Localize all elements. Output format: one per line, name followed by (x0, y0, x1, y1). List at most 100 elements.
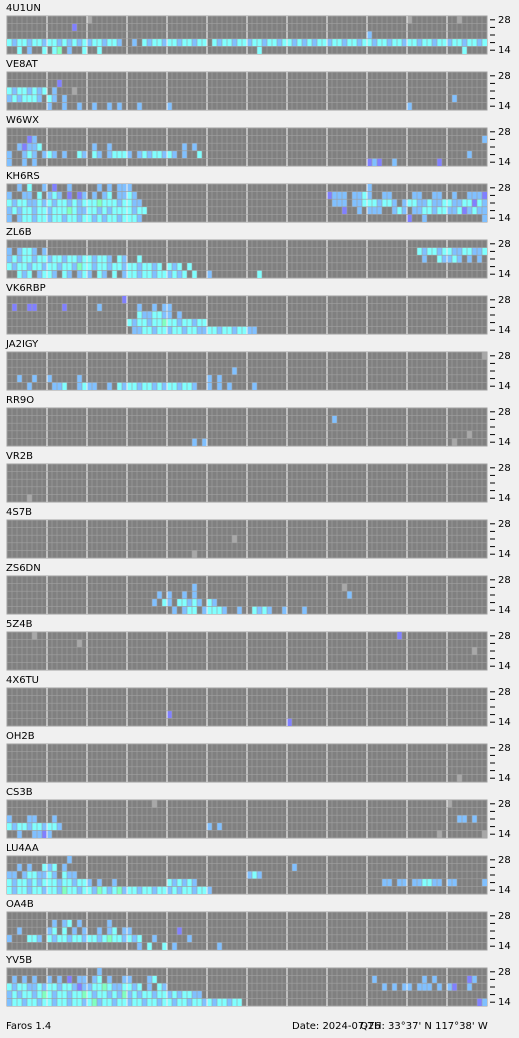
signal-cell (22, 199, 27, 207)
signal-cell (32, 871, 37, 879)
signal-cell (172, 878, 177, 887)
signal-cell (7, 191, 12, 200)
signal-cell (122, 927, 127, 935)
signal-cell (22, 94, 27, 103)
signal-cell (407, 199, 412, 207)
signal-cell (182, 38, 187, 47)
band-label-top: 28 (498, 855, 511, 866)
signal-cell (42, 150, 47, 159)
signal-cell (22, 998, 27, 1006)
signal-cell (437, 199, 442, 207)
signal-cell (57, 199, 62, 207)
signal-cell (92, 934, 97, 943)
signal-cell (57, 262, 62, 271)
signal-cell (77, 255, 82, 263)
signal-cell (207, 822, 212, 831)
signal-cell (462, 46, 467, 54)
signal-cell (62, 214, 67, 222)
signal-cell (232, 535, 237, 543)
signal-cell (152, 262, 157, 271)
signal-cell (452, 438, 457, 446)
signal-cell (252, 382, 257, 390)
signal-cell (222, 38, 227, 47)
signal-cell (22, 983, 27, 991)
signal-cell (27, 184, 32, 192)
signal-cell (172, 606, 177, 614)
signal-cell (17, 262, 22, 271)
signal-cell (177, 878, 182, 887)
signal-cell (132, 199, 137, 207)
signal-cell (472, 38, 477, 47)
signal-cell (67, 270, 72, 278)
signal-cell (92, 214, 97, 222)
signal-cell (212, 326, 217, 334)
signal-cell (42, 830, 47, 838)
signal-cell (352, 199, 357, 207)
signal-cell (32, 262, 37, 271)
signal-cell (117, 199, 122, 207)
signal-cell (447, 199, 452, 207)
signal-cell (82, 199, 87, 207)
signal-cell (52, 878, 57, 887)
signal-cell (27, 206, 32, 215)
signal-cell (72, 206, 77, 215)
signal-cell (62, 983, 67, 991)
signal-cell (382, 191, 387, 200)
signal-cell (287, 718, 292, 726)
signal-cell (152, 311, 157, 319)
signal-cell (142, 206, 147, 215)
signal-cell (147, 990, 152, 999)
station-name: JA2IGY (5, 339, 39, 350)
signal-cell (427, 878, 432, 887)
signal-cell (107, 983, 112, 991)
signal-cell (217, 998, 222, 1006)
signal-cell (212, 598, 217, 607)
signal-cell (27, 255, 32, 263)
signal-cell (37, 878, 42, 887)
signal-cell (82, 46, 87, 54)
signal-cell (182, 998, 187, 1006)
signal-cell (47, 150, 52, 159)
signal-cell (42, 822, 47, 831)
signal-cell (162, 886, 167, 894)
signal-cell (142, 318, 147, 327)
signal-cell (182, 606, 187, 614)
signal-cell (157, 150, 162, 159)
signal-cell (447, 878, 452, 887)
signal-cell (417, 247, 422, 256)
signal-cell (367, 38, 372, 47)
signal-cell (422, 206, 427, 215)
signal-cell (137, 318, 142, 327)
signal-cell (17, 184, 22, 192)
signal-cell (252, 871, 257, 879)
signal-cell (167, 598, 172, 607)
signal-cell (387, 191, 392, 200)
signal-cell (267, 38, 272, 47)
band-label-top: 28 (498, 799, 511, 810)
station-name: 4U1UN (6, 3, 41, 14)
signal-cell (132, 270, 137, 278)
signal-cell (27, 494, 32, 502)
signal-cell (477, 191, 482, 200)
signal-cell (177, 326, 182, 334)
signal-cell (292, 863, 297, 872)
signal-cell (287, 38, 292, 47)
signal-cell (97, 983, 102, 991)
signal-cell (32, 975, 37, 984)
signal-cell (32, 87, 37, 95)
signal-cell (22, 990, 27, 999)
signal-cell (152, 326, 157, 334)
signal-cell (37, 199, 42, 207)
signal-cell (482, 878, 487, 887)
signal-cell (152, 998, 157, 1006)
signal-cell (27, 863, 32, 872)
signal-cell (187, 318, 192, 327)
signal-cell (117, 214, 122, 222)
signal-cell (87, 214, 92, 222)
signal-cell (92, 206, 97, 215)
signal-cell (202, 438, 207, 446)
signal-cell (17, 143, 22, 151)
signal-cell (12, 990, 17, 999)
signal-cell (132, 318, 137, 327)
